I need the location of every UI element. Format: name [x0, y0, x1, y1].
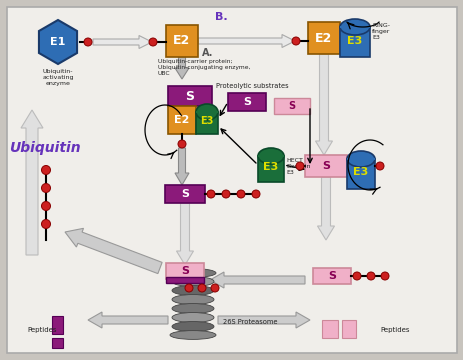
FancyBboxPatch shape — [166, 277, 204, 283]
Text: Peptides: Peptides — [379, 327, 409, 333]
FancyBboxPatch shape — [165, 185, 205, 203]
Text: E3: E3 — [353, 167, 368, 177]
Text: E2: E2 — [315, 31, 332, 45]
FancyBboxPatch shape — [7, 7, 456, 353]
Ellipse shape — [169, 269, 216, 278]
Text: S: S — [327, 271, 335, 281]
Polygon shape — [65, 228, 162, 274]
Circle shape — [380, 272, 388, 280]
FancyBboxPatch shape — [195, 112, 218, 134]
Polygon shape — [218, 312, 309, 328]
FancyBboxPatch shape — [166, 25, 198, 57]
Text: A.: A. — [201, 48, 213, 58]
FancyBboxPatch shape — [257, 155, 283, 157]
Text: Proteolytic substrates: Proteolytic substrates — [215, 83, 288, 89]
Ellipse shape — [172, 303, 213, 314]
FancyBboxPatch shape — [52, 316, 63, 334]
Circle shape — [206, 190, 214, 198]
Ellipse shape — [172, 321, 213, 332]
FancyBboxPatch shape — [313, 268, 350, 284]
Ellipse shape — [195, 104, 218, 120]
Polygon shape — [88, 312, 168, 328]
Text: 26S Proteasome: 26S Proteasome — [223, 319, 277, 325]
Text: S: S — [181, 266, 188, 276]
Polygon shape — [176, 203, 193, 265]
Text: E1: E1 — [50, 37, 66, 47]
Circle shape — [291, 37, 300, 45]
FancyBboxPatch shape — [304, 155, 346, 177]
Ellipse shape — [339, 19, 369, 35]
Circle shape — [295, 162, 303, 170]
Text: HECT
Domain
E3: HECT Domain E3 — [285, 158, 310, 175]
Ellipse shape — [172, 285, 213, 296]
Text: Ubiquitin-
activating
enzyme: Ubiquitin- activating enzyme — [42, 69, 74, 86]
Polygon shape — [21, 110, 43, 255]
Polygon shape — [198, 35, 294, 48]
FancyBboxPatch shape — [257, 156, 283, 182]
Circle shape — [41, 202, 50, 211]
FancyBboxPatch shape — [274, 98, 309, 114]
Circle shape — [178, 140, 186, 148]
Polygon shape — [315, 54, 332, 155]
Circle shape — [198, 284, 206, 292]
Polygon shape — [175, 57, 188, 79]
Text: Ubiquitin: Ubiquitin — [9, 141, 81, 155]
Ellipse shape — [346, 151, 374, 167]
Text: Ubiquitin-carrier protein;
Ubiquitin-conjugating enzyme,
UBC: Ubiquitin-carrier protein; Ubiquitin-con… — [158, 59, 250, 76]
Circle shape — [211, 284, 219, 292]
Polygon shape — [93, 36, 152, 49]
Polygon shape — [317, 177, 334, 240]
Circle shape — [352, 272, 360, 280]
Circle shape — [375, 162, 383, 170]
Text: S: S — [321, 161, 329, 171]
Text: S: S — [181, 189, 188, 199]
Text: RING-
finger
E3: RING- finger E3 — [371, 23, 389, 40]
Ellipse shape — [172, 294, 213, 305]
Text: S: S — [243, 97, 250, 107]
Text: E3: E3 — [200, 116, 213, 126]
FancyBboxPatch shape — [168, 86, 212, 106]
Circle shape — [41, 166, 50, 175]
Circle shape — [149, 38, 156, 46]
Circle shape — [84, 38, 92, 46]
Ellipse shape — [172, 312, 213, 323]
Circle shape — [237, 190, 244, 198]
Polygon shape — [39, 20, 77, 64]
FancyBboxPatch shape — [341, 320, 355, 338]
Text: Peptides: Peptides — [27, 327, 56, 333]
Text: B.: B. — [214, 12, 227, 22]
Text: E2: E2 — [173, 35, 190, 48]
Text: S: S — [288, 101, 295, 111]
Polygon shape — [175, 148, 188, 185]
FancyBboxPatch shape — [321, 320, 337, 338]
FancyBboxPatch shape — [195, 111, 218, 113]
FancyBboxPatch shape — [339, 27, 369, 57]
Ellipse shape — [257, 148, 283, 164]
Circle shape — [41, 220, 50, 229]
Text: S: S — [185, 90, 194, 103]
FancyBboxPatch shape — [227, 93, 265, 111]
Circle shape — [221, 190, 230, 198]
Circle shape — [366, 272, 374, 280]
FancyBboxPatch shape — [339, 26, 369, 28]
FancyBboxPatch shape — [52, 338, 63, 348]
FancyBboxPatch shape — [168, 106, 195, 134]
Circle shape — [185, 284, 193, 292]
FancyBboxPatch shape — [346, 158, 374, 160]
Circle shape — [251, 190, 259, 198]
Polygon shape — [210, 272, 304, 288]
FancyBboxPatch shape — [166, 263, 204, 279]
Ellipse shape — [172, 276, 213, 287]
Ellipse shape — [169, 330, 216, 339]
Text: E2: E2 — [174, 115, 189, 125]
FancyBboxPatch shape — [346, 159, 374, 189]
FancyBboxPatch shape — [307, 22, 339, 54]
Text: E3: E3 — [347, 36, 362, 46]
Circle shape — [41, 184, 50, 193]
Text: E3: E3 — [263, 162, 278, 172]
